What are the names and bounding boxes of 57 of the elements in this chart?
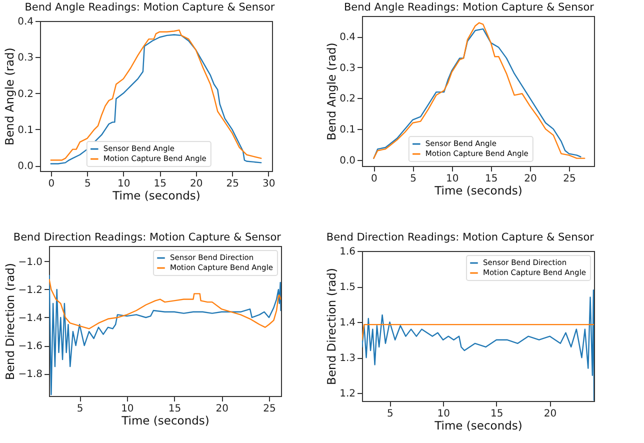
y-tick-label: 0.3: [340, 62, 356, 74]
y-tick-label: 0.2: [340, 94, 356, 105]
x-tick-label: 10: [121, 404, 134, 414]
x-tick-label: 15: [485, 174, 498, 184]
x-tick-label: 20: [524, 174, 537, 184]
y-tick-label: 1.3: [340, 353, 356, 364]
x-tick-label: 20: [216, 404, 228, 414]
y-tick-label: −1.6: [18, 341, 42, 352]
x-tick-label: 5: [410, 174, 416, 184]
y-tick-label: 0.4: [18, 16, 34, 28]
x-tick-label: 25: [563, 174, 576, 184]
y-tick-label: 0.1: [340, 124, 356, 136]
x-tick-label: 20: [544, 408, 557, 420]
y-tick-label: −1.8: [18, 369, 42, 380]
x-tick-label: 25: [226, 178, 239, 190]
x-axis-title: Time (seconds): [120, 414, 210, 428]
y-axis-title: Bend Direction (rad): [3, 263, 18, 380]
chart-title: Bend Angle Readings: Motion Capture & Sensor: [344, 2, 595, 14]
y-tick-label: 0.4: [340, 32, 356, 44]
y-tick-label: 0.3: [18, 52, 34, 64]
line-series: [362, 290, 594, 401]
x-axis-title: Time (seconds): [434, 184, 522, 198]
x-tick-label: 0: [371, 174, 378, 184]
x-tick-label: 5: [84, 178, 91, 190]
x-tick-label: 30: [262, 178, 276, 190]
x-tick-label: 5: [76, 404, 84, 414]
x-tick-label: 0: [48, 178, 55, 190]
y-axis-title: Bend Angle (rad): [2, 48, 17, 146]
x-tick-label: 10: [446, 174, 459, 184]
y-tick-label: 0.0: [18, 161, 34, 172]
x-tick-label: 15: [168, 404, 182, 414]
x-tick-label: 25: [263, 404, 276, 414]
x-axis-title: Time (seconds): [434, 418, 522, 432]
chart-title: Bend Angle Readings: Motion Capture & Sensor: [24, 2, 276, 14]
y-tick-label: −1.2: [18, 284, 42, 296]
line-series: [49, 274, 281, 396]
y-tick-label: 1.6: [340, 246, 356, 258]
y-axis-title: Bend Angle (rad): [324, 42, 339, 140]
line-series: [49, 279, 281, 330]
x-tick-label: 20: [190, 178, 203, 190]
x-tick-label: 10: [437, 408, 450, 420]
y-tick-label: 1.5: [340, 282, 356, 294]
y-axis-title: Bend Direction (rad): [324, 268, 339, 385]
y-tick-label: 1.4: [340, 318, 356, 329]
chart-title: Bend Direction Readings: Motion Capture & Sensor: [326, 232, 595, 244]
x-tick-label: 10: [118, 178, 130, 190]
x-tick-label: 15: [490, 408, 504, 420]
y-tick-label: −1.0: [18, 256, 42, 268]
y-tick-label: 0.2: [18, 88, 34, 100]
y-tick-label: 0.0: [340, 155, 356, 166]
x-tick-label: 15: [154, 178, 166, 190]
x-axis-title: Time (seconds): [112, 188, 200, 202]
y-tick-label: 0.1: [18, 124, 34, 136]
x-tick-label: 5: [387, 408, 394, 420]
chart-title: Bend Direction Readings: Motion Capture & Sensor: [13, 232, 282, 244]
y-tick-label: 1.2: [340, 388, 356, 400]
y-tick-label: −1.4: [18, 312, 42, 324]
